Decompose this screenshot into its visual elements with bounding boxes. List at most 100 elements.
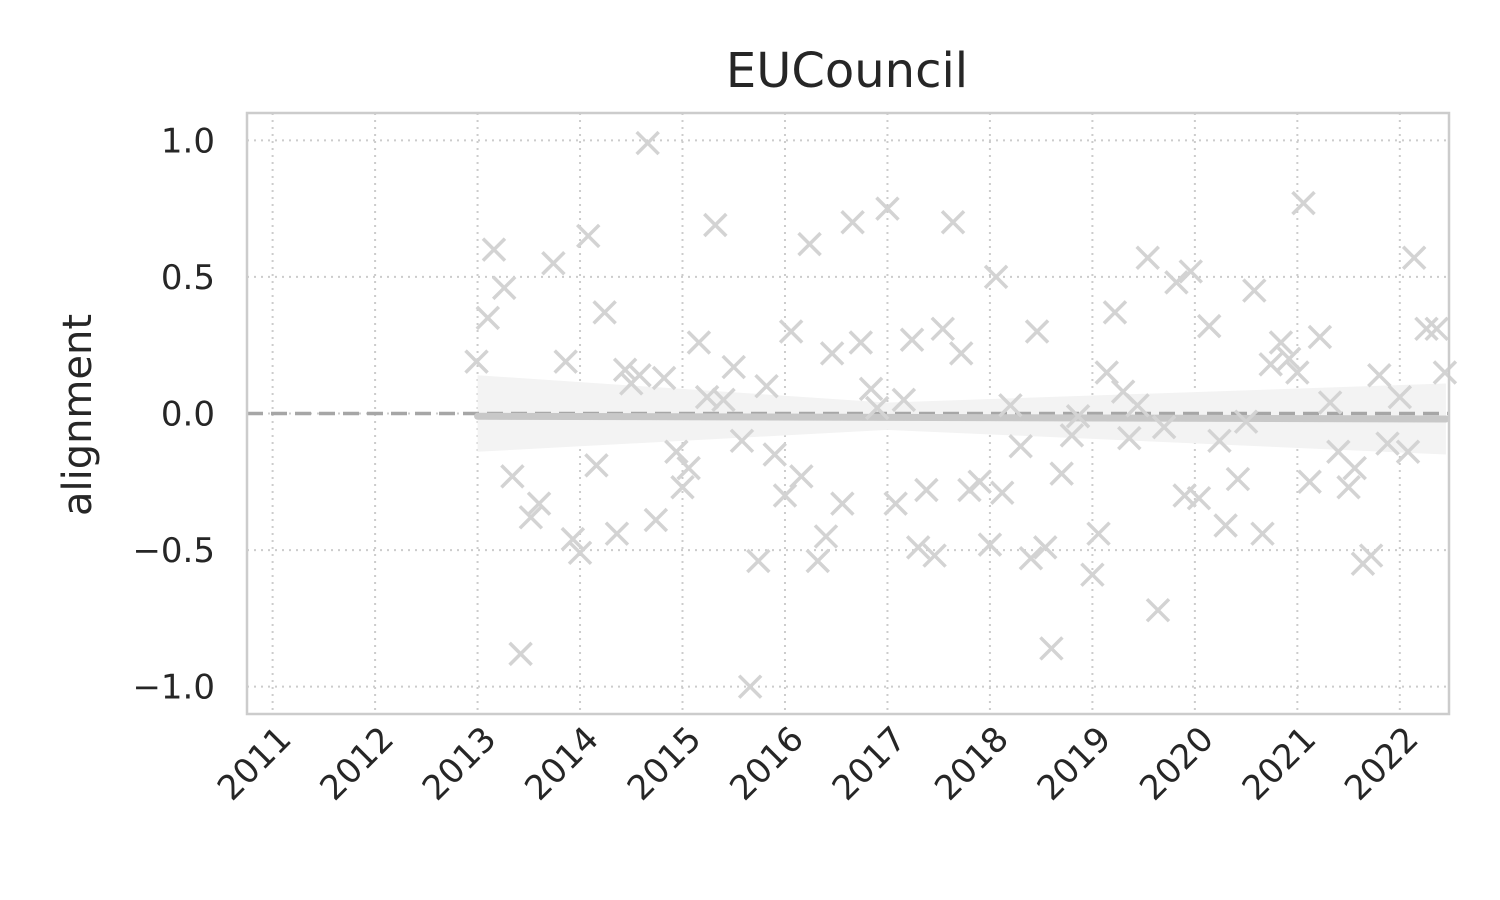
x-tick-label: 2019 (1030, 719, 1119, 808)
data-point (635, 130, 660, 156)
data-point (1258, 352, 1283, 377)
data-point (575, 223, 601, 249)
data-point (1094, 360, 1119, 385)
data-point (1164, 270, 1189, 295)
data-point (948, 341, 974, 366)
data-point (819, 341, 845, 366)
data-point (1065, 403, 1091, 429)
data-point (840, 210, 865, 235)
data-point (1125, 393, 1150, 418)
data-point (612, 357, 638, 383)
data-point (778, 319, 804, 344)
y-tick-label: −0.5 (132, 531, 215, 571)
data-point (930, 316, 956, 342)
data-point (567, 540, 593, 566)
data-point (541, 251, 566, 276)
x-tick-label: 2011 (210, 719, 299, 808)
data-point (813, 524, 839, 549)
data-point (789, 464, 814, 489)
data-point (914, 477, 939, 503)
x-tick-label: 2021 (1235, 719, 1324, 808)
data-point (746, 548, 771, 574)
data-point (1213, 513, 1238, 538)
x-tick-label: 2017 (825, 719, 914, 808)
data-point (967, 469, 992, 495)
data-point (526, 491, 552, 516)
x-tick-label: 2015 (620, 719, 709, 808)
y-tick-label: 1.0 (161, 121, 215, 161)
data-point (1276, 346, 1302, 372)
data-point (940, 210, 966, 235)
data-point (553, 349, 578, 374)
data-point (977, 532, 1003, 557)
data-point (830, 491, 855, 516)
plot-frame (245, 111, 1451, 716)
y-tick-label: 0.5 (161, 258, 215, 298)
data-point (711, 387, 736, 413)
data-point (1196, 313, 1222, 339)
trend-line-path (474, 412, 1450, 423)
data-point (686, 330, 712, 355)
data-point (905, 535, 931, 560)
data-point (1207, 428, 1232, 454)
data-point (875, 196, 900, 221)
data-point (464, 349, 489, 374)
data-point (703, 212, 728, 238)
data-point (1297, 469, 1322, 495)
data-point (1049, 461, 1074, 486)
y-tick-label: −1.0 (132, 668, 215, 708)
data-point (592, 300, 617, 325)
data-point (1225, 466, 1251, 492)
data-point (560, 526, 586, 552)
chart-title: EUCouncil (726, 43, 968, 99)
data-point (772, 483, 798, 508)
data-point (676, 455, 701, 481)
data-point (1336, 475, 1361, 500)
data-point (1250, 521, 1275, 546)
data-point (1395, 439, 1421, 464)
data-point (651, 365, 677, 391)
data-point (1242, 278, 1267, 303)
trend-line (474, 412, 1450, 423)
data-point (1307, 324, 1333, 350)
x-tick-label: 2020 (1132, 719, 1221, 808)
y-axis-ticks: 1.0 0.5 0.0 −0.5 −1.0 (132, 121, 215, 707)
x-tick-label: 2012 (312, 719, 401, 808)
data-point (475, 305, 501, 331)
data-point (1117, 425, 1142, 451)
data-point (1233, 409, 1259, 434)
data-point (883, 491, 908, 516)
data-point (1039, 636, 1064, 661)
data-point (1414, 316, 1439, 342)
data-point (1080, 562, 1105, 587)
data-point (1424, 316, 1449, 342)
data-point (805, 548, 831, 574)
y-tick-label: 0.0 (161, 395, 215, 435)
data-point (998, 393, 1023, 418)
data-point (922, 543, 947, 568)
data-point (664, 439, 689, 464)
data-point (864, 395, 890, 421)
x-tick-label: 2022 (1337, 719, 1426, 808)
data-point (762, 442, 787, 467)
data-point (1186, 485, 1212, 511)
data-point (1145, 597, 1171, 623)
data-point (983, 264, 1009, 290)
data-point (518, 505, 544, 530)
data-point (1387, 384, 1413, 410)
data-point (899, 327, 925, 352)
data-point (797, 231, 822, 257)
data-point (481, 237, 507, 262)
x-tick-label: 2014 (517, 719, 606, 808)
data-point (1024, 319, 1050, 344)
data-point (1033, 535, 1058, 560)
data-point (1342, 455, 1367, 481)
x-tick-label: 2018 (927, 719, 1016, 808)
x-tick-label: 2016 (722, 719, 811, 808)
data-point (670, 475, 695, 500)
data-point (1268, 330, 1294, 355)
data-point (721, 354, 746, 380)
data-point (643, 507, 669, 533)
data-point (1059, 423, 1085, 448)
